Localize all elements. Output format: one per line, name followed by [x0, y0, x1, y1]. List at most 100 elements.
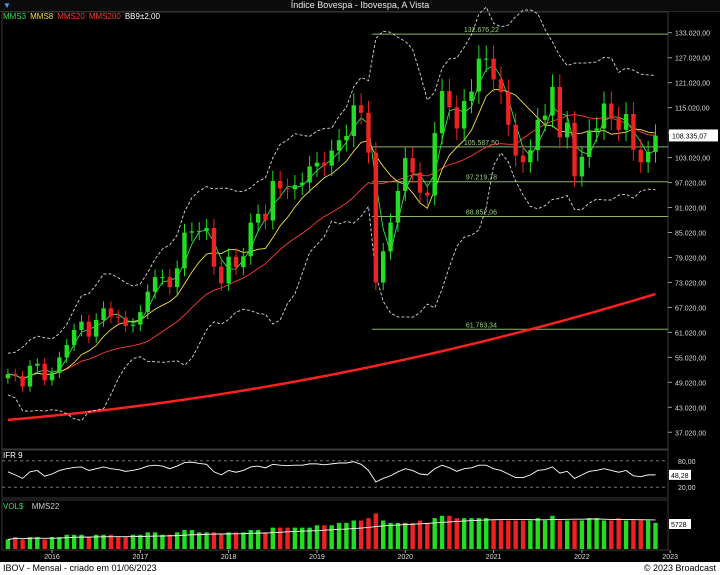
candle-body [182, 232, 187, 269]
volume-bar [277, 527, 283, 549]
y-tick-label: 121.020,00 [675, 81, 710, 88]
volume-legend: VOL$ MMS22 [3, 502, 59, 512]
candle-body [329, 150, 334, 166]
volume-bar [535, 518, 540, 549]
price-chart: 37.020,00 43.020,00 49.020,00 55.020,00 61.0… [1, 6, 718, 561]
candle-body [5, 374, 11, 379]
candle-body [469, 91, 474, 102]
candle-body [314, 162, 320, 167]
candle-body [248, 222, 253, 257]
volume-bar [631, 520, 636, 549]
volume-bar [189, 530, 195, 549]
volume-bar [410, 522, 415, 549]
volume-bar [145, 532, 150, 549]
y-tick-label: 85.020,00 [675, 230, 706, 237]
y-tick-label: 55.020,00 [675, 355, 706, 362]
bollinger-upper [7, 6, 656, 354]
candle-body [645, 151, 651, 163]
volume-bar [366, 518, 371, 549]
candle-body [638, 149, 643, 163]
candle-body [616, 118, 621, 130]
volume-bar [49, 537, 55, 549]
volume-bar [484, 518, 489, 549]
volume-bar [542, 520, 548, 549]
candle-body [241, 256, 246, 268]
candle-body [189, 231, 195, 233]
legend-mms200: MMS200 [88, 12, 121, 21]
volume-bar [550, 515, 555, 549]
menu-arrow-icon[interactable]: ▼ [3, 1, 11, 10]
volume-bar [233, 532, 239, 549]
volume-bar [587, 518, 592, 549]
candle-body [410, 158, 415, 173]
candle-body [380, 251, 386, 283]
candle-body [277, 180, 283, 189]
volume-bar [476, 518, 482, 549]
y-tick-label: 61.020,00 [675, 330, 706, 337]
ifr-panel-frame [1, 449, 669, 499]
volume-bar [623, 520, 629, 549]
volume-bar [138, 534, 143, 549]
candle-body [285, 188, 290, 190]
volume-bar [572, 520, 577, 549]
volume-bar [130, 534, 136, 549]
volume-bar [123, 537, 128, 549]
candle-body [550, 86, 555, 116]
candle-body [20, 376, 25, 387]
candle-body [557, 86, 563, 138]
volume-bar [638, 520, 643, 549]
volume-bar [13, 537, 18, 549]
candle-body [623, 113, 629, 130]
volume-bar [182, 530, 187, 549]
candle-body [432, 133, 437, 196]
candle-body [116, 316, 121, 318]
volume-bar [425, 522, 430, 549]
volume-bar [454, 518, 460, 549]
candle-body [513, 124, 518, 156]
volume-bar [35, 537, 40, 549]
candle-body [520, 155, 526, 163]
volume-bar [329, 525, 334, 549]
indicator-legend: MMS3 MMS8 MMS20 MMS200 BB9±2,00 [3, 12, 164, 22]
fib-level-label: 132.676,22 [464, 27, 499, 34]
candle-body [219, 266, 224, 284]
volume-avg-line [7, 518, 656, 540]
volume-last-box [669, 519, 691, 529]
volume-bar [241, 532, 246, 549]
volume-bar [447, 515, 452, 549]
price-panel-frame [1, 11, 669, 450]
candle-body [447, 91, 452, 108]
y-tick-label: 37.020,00 [675, 430, 706, 437]
candle-body [233, 256, 239, 268]
candle-body [366, 112, 371, 153]
y-tick-label: 49.020,00 [675, 380, 706, 387]
x-tick-label: 2019 [309, 554, 325, 561]
candle-body [403, 158, 408, 191]
candle-body [417, 172, 423, 193]
ifr-line [7, 461, 656, 483]
x-tick-label: 2023 [662, 554, 678, 561]
volume-bar [263, 532, 268, 549]
volume-bar [219, 534, 224, 549]
last-value-box [669, 129, 718, 142]
volume-bar [285, 527, 290, 549]
candle-body [653, 135, 658, 152]
candle-body [572, 122, 577, 177]
candle-body [27, 365, 33, 387]
volume-bar [108, 534, 114, 549]
volume-bar [314, 525, 320, 549]
y-tick-label: 43.020,00 [675, 405, 706, 412]
y-tick-label: 103.020,00 [675, 156, 710, 163]
volume-bar [270, 527, 276, 549]
volume-bar [292, 527, 298, 549]
candle-body [130, 324, 136, 326]
volume-bar [579, 520, 585, 549]
volume-bar [160, 534, 165, 549]
candle-body [101, 308, 106, 320]
candle-body [439, 91, 445, 134]
candle-body [49, 372, 55, 381]
x-tick-label: 2020 [397, 554, 413, 561]
candle-body [491, 58, 496, 80]
volume-bar [645, 520, 651, 549]
candle-body [601, 103, 607, 129]
